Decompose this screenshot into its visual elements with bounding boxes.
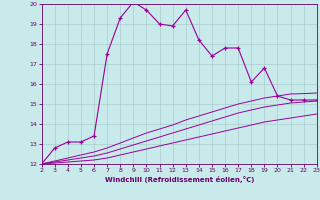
X-axis label: Windchill (Refroidissement éolien,°C): Windchill (Refroidissement éolien,°C): [105, 176, 254, 183]
